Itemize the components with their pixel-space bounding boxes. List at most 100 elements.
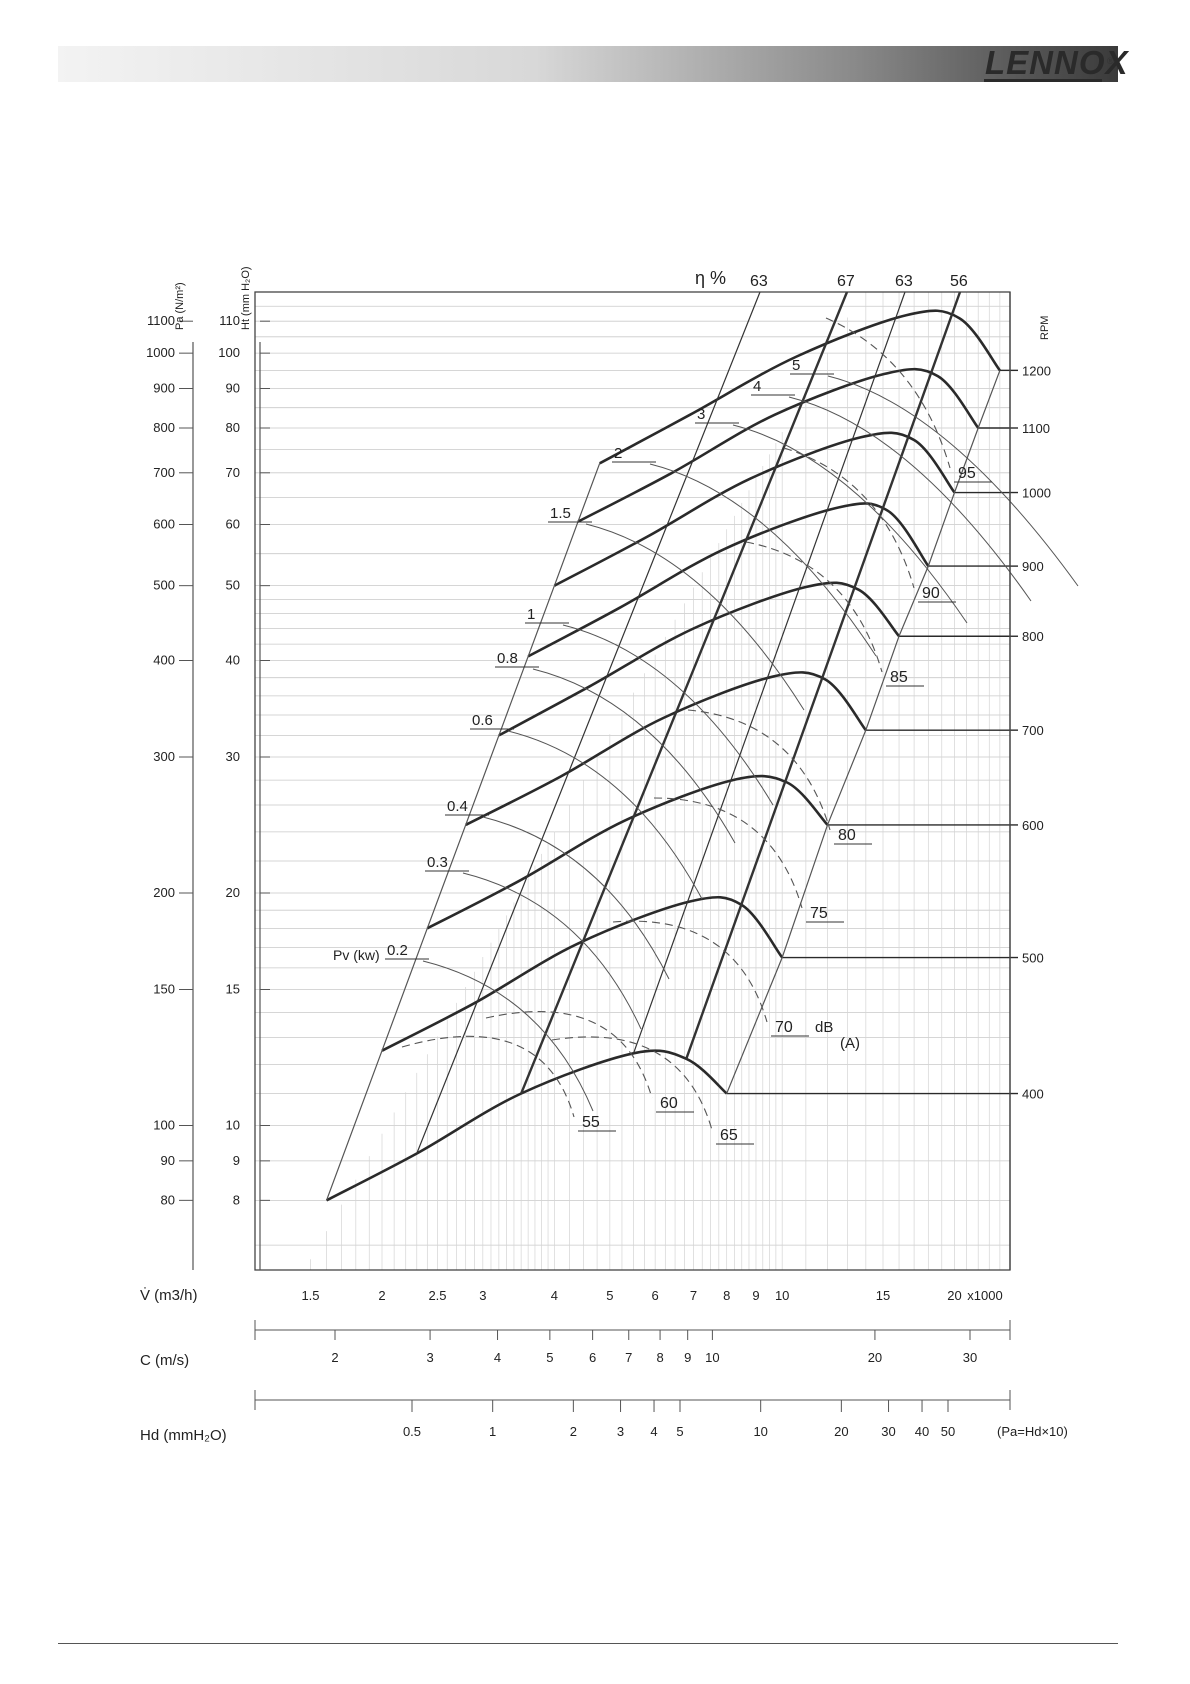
- hd-tick-label: 2: [570, 1424, 577, 1439]
- pa-tick-label: 300: [153, 749, 175, 764]
- rpm-curve-800: [498, 581, 901, 737]
- hd-tick-label: 40: [915, 1424, 929, 1439]
- ht-tick-label: 8: [233, 1192, 240, 1207]
- hd-tick-label: 0.5: [403, 1424, 421, 1439]
- velocity-tick-label: 2: [331, 1350, 338, 1365]
- pv-label: 1.5: [550, 505, 571, 522]
- rpm-label-400: 400: [1022, 1087, 1044, 1102]
- noise-label: 85: [890, 669, 908, 686]
- rpm-curve-600: [426, 774, 829, 930]
- pa-tick-label: 200: [153, 885, 175, 900]
- hd-tick-label: 20: [834, 1424, 848, 1439]
- pv-label: 1: [527, 606, 535, 623]
- efficiency-label: 63: [750, 273, 768, 290]
- header-gradient-bar: [58, 46, 1118, 82]
- pa-tick-label: 700: [153, 465, 175, 480]
- efficiency-symbol: η %: [695, 268, 726, 288]
- grid-layer: [255, 292, 1011, 1270]
- pv-arc: [462, 872, 642, 1030]
- efficiency-label: 56: [950, 273, 968, 290]
- noise-weighting: (A): [840, 1035, 860, 1052]
- ht-tick-label: 100: [218, 345, 240, 360]
- flow-tick-label: 4: [551, 1288, 558, 1303]
- hd-tick-label: 10: [753, 1424, 767, 1439]
- velocity-tick-label: 20: [868, 1350, 882, 1365]
- pv-arc: [482, 816, 670, 980]
- brand-registered-mark: ®: [1107, 56, 1114, 66]
- flow-tick-label: 10: [775, 1288, 789, 1303]
- pv-label: 0.8: [497, 650, 518, 667]
- pv-label: 2: [614, 445, 622, 462]
- hd-tick-label: 50: [941, 1424, 955, 1439]
- velocity-tick-label: 7: [625, 1350, 632, 1365]
- noise-label: 75: [810, 905, 828, 922]
- pv-arc: [732, 424, 968, 624]
- axis-layer: [179, 291, 1011, 1412]
- rpm-curve-900: [527, 502, 930, 658]
- velocity-tick-label: 8: [656, 1350, 663, 1365]
- pa-tick-label: 400: [153, 653, 175, 668]
- pv-label: 4: [753, 378, 761, 395]
- pv-label: 3: [697, 406, 705, 423]
- ht-tick-label: 40: [226, 653, 240, 668]
- pa-tick-label: 600: [153, 517, 175, 532]
- rpm-label-1100: 1100: [1022, 421, 1050, 436]
- noise-curve: [745, 541, 883, 673]
- rpm-label-800: 800: [1022, 629, 1044, 644]
- noise-label: 70: [775, 1019, 793, 1036]
- flow-tick-label: 7: [690, 1288, 697, 1303]
- ht-tick-label: 80: [226, 420, 240, 435]
- ht-tick-label: 50: [226, 578, 240, 593]
- rpm-curve-700: [465, 671, 867, 827]
- flow-multiplier: x1000: [967, 1288, 1002, 1303]
- rpm-curve-1100: [577, 367, 980, 523]
- pa-tick-label: 900: [153, 380, 175, 395]
- efficiency-label: 63: [895, 273, 913, 290]
- hd-tick-label: 1: [489, 1424, 496, 1439]
- ht-tick-label: 10: [226, 1118, 240, 1133]
- pv-arc: [422, 960, 594, 1112]
- envelope-left: [325, 463, 601, 1201]
- pv-label: 0.6: [472, 712, 493, 729]
- curve-layer: [325, 291, 1079, 1202]
- envelope-right: [726, 370, 1001, 1094]
- noise-curve: [783, 447, 915, 589]
- noise-curve: [653, 797, 803, 909]
- pv-label: 0.2: [387, 942, 408, 959]
- flow-tick-label: 3: [479, 1288, 486, 1303]
- pa-tick-label: 1100: [147, 313, 175, 328]
- ht-axis-label: Ht (mm H₂O): [240, 266, 252, 330]
- rpm-axis-label: RPM: [1039, 316, 1051, 340]
- flow-axis-label: V̇ (m3/h): [140, 1287, 198, 1304]
- ht-tick-label: 30: [226, 749, 240, 764]
- velocity-tick-label: 10: [705, 1350, 719, 1365]
- efficiency-line: [685, 291, 962, 1060]
- flow-tick-label: 5: [606, 1288, 613, 1303]
- velocity-axis-label: C (m/s): [140, 1352, 189, 1369]
- pa-tick-label: 1000: [146, 345, 175, 360]
- noise-curve: [551, 1036, 713, 1131]
- pv-label: 0.4: [447, 798, 468, 815]
- velocity-tick-label: 3: [426, 1350, 433, 1365]
- noise-label: 90: [922, 585, 940, 602]
- pv-label: 0.3: [427, 854, 448, 871]
- noise-curve: [612, 920, 768, 1023]
- efficiency-line: [416, 291, 761, 1154]
- pv-arc: [532, 668, 736, 844]
- noise-curve: [687, 709, 831, 831]
- pa-tick-label: 90: [161, 1153, 175, 1168]
- pv-arc: [585, 523, 805, 711]
- efficiency-label: 67: [837, 273, 855, 290]
- footer-rule: [58, 1643, 1118, 1644]
- pv-arc: [827, 375, 1079, 587]
- brand-underline: [984, 79, 1102, 82]
- noise-curve: [485, 1011, 653, 1099]
- velocity-tick-label: 4: [494, 1350, 501, 1365]
- flow-tick-label: 9: [752, 1288, 759, 1303]
- pa-axis-label: Pa (N/m²): [174, 282, 186, 330]
- ht-tick-label: 20: [226, 885, 240, 900]
- pa-tick-label: 500: [153, 578, 175, 593]
- pv-axis-label: Pv (kw): [333, 947, 380, 963]
- pv-label: 5: [792, 357, 800, 374]
- ht-tick-label: 70: [226, 465, 240, 480]
